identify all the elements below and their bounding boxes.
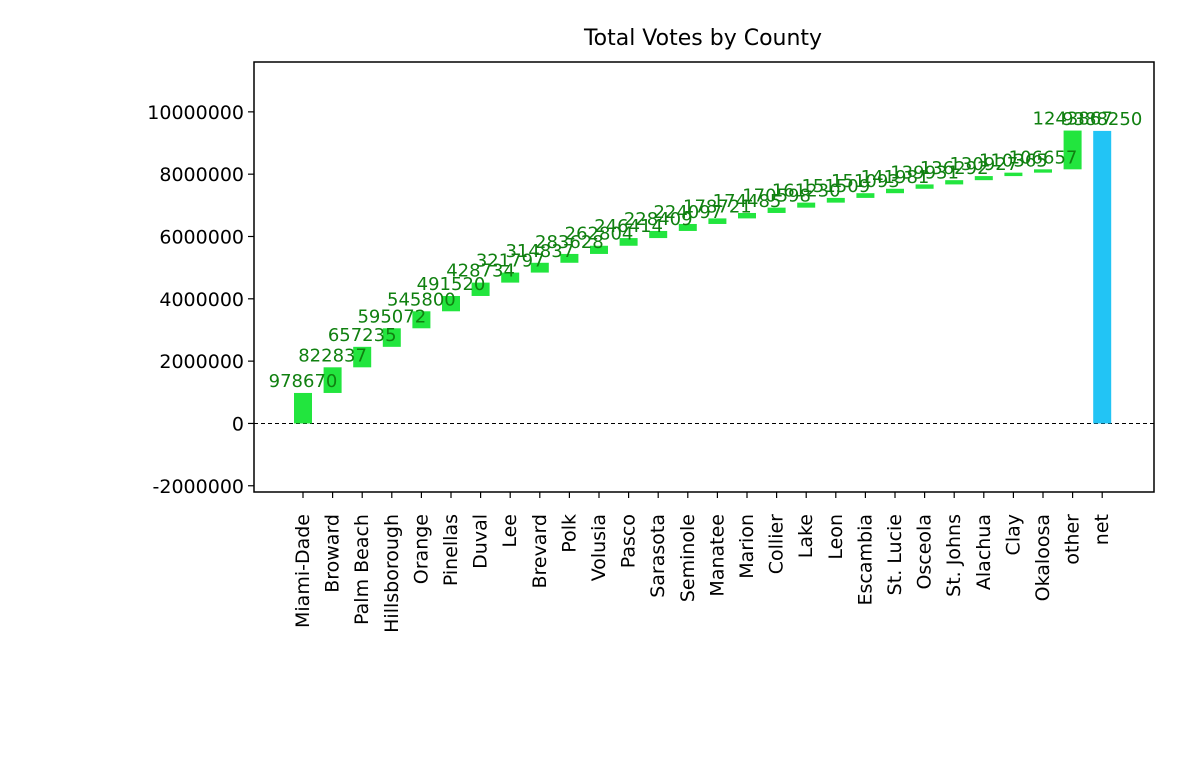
x-tick-label: Miami-Dade (292, 514, 314, 628)
x-tick-label: net (1091, 514, 1113, 545)
y-tick-label: 0 (232, 413, 244, 435)
x-tick-label: Collier (766, 514, 788, 574)
total-bar (1093, 130, 1112, 424)
data-label: 151093 (831, 171, 900, 192)
data-label: 178721 (683, 196, 752, 217)
bar (1034, 169, 1052, 173)
data-label: 428734 (446, 261, 515, 282)
data-label: 224097 (653, 202, 722, 223)
bar (826, 197, 845, 203)
bar (1004, 172, 1023, 177)
data-label: 228409 (624, 209, 693, 230)
data-label: 491520 (417, 274, 486, 295)
x-tick-label: Alachua (973, 514, 995, 590)
bar (915, 184, 934, 189)
data-label: 130927 (949, 154, 1018, 175)
data-label: 262804 (565, 224, 634, 245)
y-axis: -2000000 0 2000000 4000000 6000000 8000000 100… (147, 102, 254, 498)
bar (856, 193, 875, 198)
y-tick-label: 2000000 (159, 351, 244, 373)
data-label: 321797 (476, 251, 545, 272)
x-tick-label: Clay (1002, 514, 1024, 555)
x-tick-label: Duval (470, 514, 492, 569)
x-tick-label: Leon (825, 514, 847, 560)
x-tick-label: Polk (558, 514, 580, 553)
bar (471, 282, 490, 296)
bar (797, 202, 816, 208)
bar (530, 262, 549, 273)
data-label: 822837 (298, 345, 367, 366)
x-tick-label: Escambia (854, 514, 876, 605)
y-tick-label: 4000000 (159, 289, 244, 311)
x-tick-label: Orange (410, 514, 432, 584)
x-tick-label: Manatee (706, 514, 728, 597)
bars-layer (294, 130, 1112, 424)
bar (619, 238, 638, 246)
x-tick-label: Volusia (588, 514, 610, 581)
bar (412, 311, 431, 329)
data-label: 161230 (772, 181, 841, 202)
bar (353, 346, 372, 368)
bar (442, 295, 460, 312)
x-tick-label: Palm Beach (351, 514, 373, 625)
y-tick-label: 6000000 (159, 226, 244, 248)
data-label: 170598 (742, 186, 811, 207)
x-tick-label: Osceola (914, 514, 936, 590)
data-labels-layer: 978670 8228376572355950725458004915204287… (269, 109, 1143, 392)
x-tick-label: Seminole (677, 514, 699, 602)
x-tick-label: Pinellas (440, 514, 462, 586)
data-label: 151509 (801, 176, 870, 197)
x-tick-label: St. Johns (943, 514, 965, 597)
x-tick-label: other (1062, 514, 1084, 565)
bar (294, 392, 312, 424)
x-tick-label: Hillsborough (381, 514, 403, 633)
data-label: 9388250 (1062, 109, 1142, 130)
data-label: 139931 (890, 162, 959, 183)
y-tick-label: 8000000 (159, 164, 244, 186)
bar (590, 245, 608, 254)
data-label: 174485 (713, 191, 782, 212)
data-label: 136292 (920, 158, 989, 179)
data-label: 978670 (269, 371, 338, 392)
x-tick-label: Pasco (618, 514, 640, 568)
bar (501, 272, 520, 283)
bar (382, 328, 401, 347)
x-tick-label: Okaloosa (1032, 514, 1054, 601)
x-tick-label: Lake (795, 514, 817, 558)
bar (649, 230, 668, 239)
data-label: 1243867 (1033, 109, 1113, 130)
bar (974, 176, 993, 181)
bar (560, 253, 579, 263)
data-label: 141981 (861, 167, 930, 188)
data-label: 246414 (594, 216, 663, 237)
plot-frame (253, 61, 1155, 493)
data-label: 106657 (1009, 147, 1078, 168)
data-label: 314837 (505, 241, 574, 262)
data-label: 595072 (357, 306, 426, 327)
x-tick-label: Marion (736, 514, 758, 579)
bar (886, 188, 904, 194)
bar (1063, 130, 1082, 170)
bar (323, 367, 342, 393)
x-axis: Miami-Dade Broward Palm Beach Hillsborough O… (292, 492, 1113, 633)
data-label: 283628 (535, 232, 604, 253)
y-tick-label: -2000000 (153, 476, 244, 498)
bar (738, 212, 756, 219)
bar (708, 218, 727, 224)
x-tick-label: Brevard (529, 514, 551, 589)
y-tick-label: 10000000 (147, 102, 244, 124)
bar (945, 180, 964, 185)
bar (678, 223, 697, 231)
x-tick-label: St. Lucie (884, 514, 906, 595)
data-label: 110365 (979, 151, 1048, 172)
chart-title: Total Votes by County (583, 26, 822, 51)
data-label: 545800 (387, 289, 456, 310)
x-tick-label: Broward (322, 514, 344, 593)
x-tick-label: Sarasota (647, 514, 669, 598)
x-tick-label: Lee (499, 514, 521, 548)
data-label: 657235 (328, 325, 397, 346)
bar (767, 207, 786, 213)
